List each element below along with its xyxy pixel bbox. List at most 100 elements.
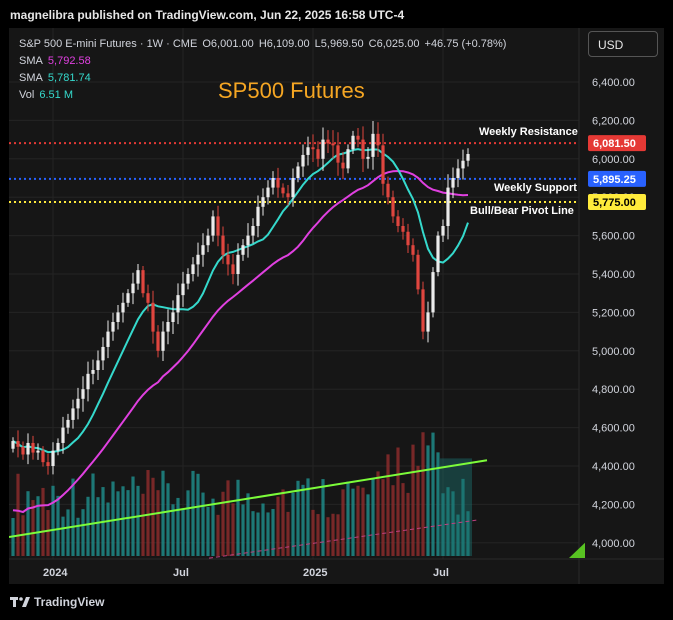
chart-panel[interactable]: 4,000.00 4,200.00 4,400.00 4,600.00 4,800.00…: [8, 28, 664, 584]
volume-bar: [306, 478, 310, 556]
price-chart[interactable]: 4,000.00 4,200.00 4,400.00 4,600.00 4,800.00…: [8, 28, 664, 584]
candle: [231, 254, 235, 285]
candle: [16, 430, 20, 458]
candle: [121, 292, 125, 323]
price-tick-label: 4,000.00: [592, 538, 635, 550]
candle-body: [266, 187, 270, 198]
footer-brand-text: TradingView: [34, 595, 105, 609]
chart-title: SP500 Futures: [218, 78, 365, 103]
candle: [41, 446, 45, 467]
candle: [81, 376, 85, 412]
candle: [161, 321, 165, 361]
volume-bar: [96, 497, 100, 556]
candle: [436, 231, 440, 277]
volume-bar: [436, 452, 440, 556]
candle-body: [226, 254, 230, 265]
candle: [71, 399, 75, 429]
volume-bar: [326, 517, 330, 556]
candle: [66, 413, 70, 434]
volume-bar: [241, 504, 245, 556]
candle-body: [181, 283, 185, 296]
candle: [246, 223, 250, 258]
candle: [26, 433, 30, 465]
candle: [446, 174, 450, 240]
volume-bar: [61, 516, 65, 556]
candle: [76, 387, 80, 420]
candle-body: [421, 289, 425, 332]
candle: [126, 289, 130, 307]
volume-bar: [51, 485, 55, 556]
candle: [431, 267, 435, 318]
candle: [36, 443, 40, 460]
corner-triangle: [569, 542, 585, 558]
candle: [136, 263, 140, 290]
volume-bar: [401, 483, 405, 556]
candle-body: [31, 442, 35, 453]
footer-brand: TradingView: [10, 595, 104, 609]
candle: [151, 290, 155, 344]
candle: [21, 441, 25, 460]
candle: [416, 249, 420, 295]
volume-bar: [361, 487, 365, 556]
volume-bar: [86, 496, 90, 556]
volume-bar: [66, 509, 70, 556]
candle: [391, 190, 395, 223]
level-tag-text: 5,775.00: [593, 197, 636, 209]
price-tick-label: 5,200.00: [592, 307, 635, 319]
volume-bar: [46, 510, 50, 556]
candle: [291, 168, 295, 207]
volume-bar: [431, 432, 435, 556]
candle-body: [176, 295, 180, 313]
candle: [156, 325, 160, 358]
candle: [226, 243, 230, 276]
candle: [196, 242, 200, 277]
candle: [166, 309, 170, 345]
candle-body: [231, 264, 235, 274]
candle-body: [291, 178, 295, 198]
candle: [171, 300, 175, 335]
candle: [146, 284, 150, 312]
volume-bar: [171, 504, 175, 556]
candle-body: [411, 245, 415, 255]
volume-bar: [56, 495, 60, 556]
volume-bar: [201, 492, 205, 556]
price-tick-label: 6,000.00: [592, 154, 635, 166]
candle-body: [126, 293, 130, 303]
candle-body: [196, 254, 200, 265]
candle-body: [466, 154, 470, 161]
candle: [266, 180, 270, 205]
symbol-name[interactable]: S&P 500 E-mini Futures · 1W · CME: [19, 38, 198, 50]
volume-bar: [26, 491, 30, 556]
candle: [106, 320, 110, 359]
candle-body: [416, 254, 420, 290]
currency-button[interactable]: USD: [588, 31, 658, 57]
candle: [356, 128, 360, 148]
volume-bar: [311, 509, 315, 556]
candle-body: [316, 149, 320, 159]
candle-body: [36, 450, 40, 453]
candle: [216, 205, 220, 247]
candle: [441, 219, 445, 243]
candle-body: [406, 231, 410, 246]
level-tag-text: 5,895.25: [593, 174, 636, 186]
volume-bar: [146, 470, 150, 556]
candle-body: [121, 302, 125, 313]
candle-body: [331, 143, 335, 146]
candle: [296, 162, 300, 183]
sma1-value: 5,792.58: [47, 55, 91, 67]
candle: [11, 437, 15, 453]
low-value: 5,969.50: [320, 38, 364, 50]
candle-body: [206, 235, 210, 246]
candle: [256, 195, 260, 238]
candle-body: [376, 133, 380, 146]
candle: [306, 136, 310, 166]
candle-body: [241, 245, 245, 255]
candle: [221, 226, 225, 264]
volume-bar: [91, 473, 95, 556]
sma1-row[interactable]: SMA 5,792.58: [19, 53, 508, 70]
ohlc-row: S&P 500 E-mini Futures · 1W · CME O6,001…: [19, 36, 508, 53]
vol-row[interactable]: Vol 6.51 M: [19, 87, 508, 104]
candle-body: [16, 441, 20, 447]
volume-bar: [151, 477, 155, 556]
sma2-row[interactable]: SMA 5,781.74: [19, 70, 508, 87]
